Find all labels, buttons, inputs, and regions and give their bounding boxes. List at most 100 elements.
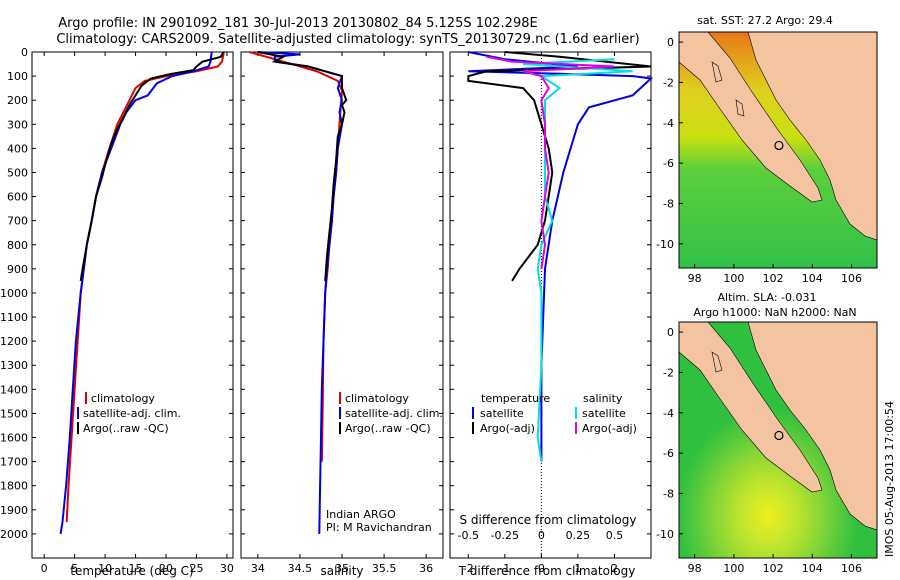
temperature-panel: 0100200300400500600700800900100011001200… <box>0 46 234 578</box>
x-tick-label: 34 <box>251 562 265 575</box>
temperature-axes-frame <box>31 51 234 559</box>
series-line-satellite-adj-clim- <box>59 51 213 535</box>
sla-map-panel: Altim. SLA: -0.031 Argo h1000: NaN h2000… <box>656 291 878 575</box>
y-tick-label: 1900 <box>0 504 28 517</box>
legend-label-argo: Argo(..raw -QC) <box>345 422 431 435</box>
legend-label-s-argo: Argo(-adj) <box>582 422 637 435</box>
title-line-1: Argo profile: IN 2901092_181 30-Jul-2013… <box>58 16 537 31</box>
x2-tick-label: -0.25 <box>491 529 519 542</box>
x-tick-label: 0 <box>41 562 48 575</box>
x-tick-label: 5 <box>71 562 78 575</box>
legend-label-satellite: satellite-adj. clim. <box>345 407 443 420</box>
map-x-tick-label: 102 <box>763 272 784 285</box>
y-tick-label: 2000 <box>0 528 28 541</box>
difference-axis-ticks: -2 -1 0 1 2 <box>450 51 651 575</box>
series-line-satellite-adj-clim- <box>257 51 344 534</box>
x2-tick-label: -0.5 <box>458 529 479 542</box>
temperature-series <box>59 51 225 535</box>
x2-tick-label: 0.5 <box>606 529 624 542</box>
y-tick-label: 0 <box>21 46 28 59</box>
map-x-tick-label: 104 <box>802 272 823 285</box>
map-y-tick-label: -4 <box>663 407 674 420</box>
difference-panel: -2 -1 0 1 2 T difference from climatology S … <box>449 51 654 578</box>
salinity-xlabel: salinity <box>320 564 363 578</box>
y-tick-label: 100 <box>7 70 28 83</box>
map-x-tick-label: 106 <box>841 272 862 285</box>
difference-legend: temperature salinity satellite Argo(-adj… <box>472 392 637 435</box>
map-x-tick-label: 102 <box>763 562 784 575</box>
y-tick-label: 1200 <box>0 335 28 348</box>
sla-map-frame <box>678 321 878 559</box>
y-tick-label: 700 <box>7 215 28 228</box>
annotation-pi: PI: M Ravichandran <box>326 521 432 534</box>
x-tick-label: 0 <box>538 562 545 575</box>
y-tick-label: 900 <box>7 263 28 276</box>
island <box>735 99 745 117</box>
island <box>711 61 723 83</box>
map-y-tick-label: 0 <box>667 36 674 49</box>
y-tick-label: 200 <box>7 94 28 107</box>
map-x-tick-label: 100 <box>723 272 744 285</box>
y-tick-label: 1100 <box>0 311 28 324</box>
borneo-java-land <box>747 32 877 241</box>
y-tick-label: 1500 <box>0 407 28 420</box>
map-x-tick-label: 106 <box>841 562 862 575</box>
map-y-tick-label: -4 <box>663 117 674 130</box>
legend-label-satellite: satellite-adj. clim. <box>83 407 181 420</box>
series-line-t-argo-adj- <box>467 51 652 282</box>
annotation-indian-argo: Indian ARGO <box>326 508 396 521</box>
salinity-axis-ticks: 34 34.5 35 35.5 36 <box>241 51 443 575</box>
map-y-tick-label: 0 <box>667 326 674 339</box>
legend-label-climatology: climatology <box>345 392 409 405</box>
x-tick-label: 20 <box>159 562 173 575</box>
x2-tick-label: 0 <box>538 529 545 542</box>
x-tick-label: 1 <box>574 562 581 575</box>
series-line-argo-raw-qc- <box>257 51 348 281</box>
temperature-legend: climatology satellite-adj. clim. Argo(..… <box>77 392 181 435</box>
map-y-tick-label: -10 <box>656 528 674 541</box>
borneo-java-land <box>747 322 877 531</box>
map-x-tick-label: 100 <box>723 562 744 575</box>
salinity-series <box>249 51 348 534</box>
y-tick-label: 800 <box>7 239 28 252</box>
y-tick-label: 400 <box>7 142 28 155</box>
x-tick-label: 15 <box>129 562 143 575</box>
legend-header-salinity: salinity <box>583 392 623 405</box>
temperature-axis-ticks: 0100200300400500600700800900100011001200… <box>0 46 234 575</box>
y-tick-label: 1300 <box>0 359 28 372</box>
t-difference-xlabel: T difference from climatology <box>458 564 636 578</box>
series-line-climatology <box>65 51 225 522</box>
y-tick-label: 1700 <box>0 456 28 469</box>
map-y-tick-label: -2 <box>663 76 674 89</box>
argo-location-marker <box>774 430 784 441</box>
legend-label-argo: Argo(..raw -QC) <box>83 422 169 435</box>
legend-label-s-satellite: satellite <box>582 407 626 420</box>
salinity-panel: 34 34.5 35 35.5 36 salinity climatology sate… <box>240 51 444 578</box>
sst-map-ticks: 98 100 102 104 106 0 -2 -4 -6 -8 -10 <box>656 36 862 285</box>
x2-tick-label: 0.25 <box>566 529 591 542</box>
map-y-tick-label: -2 <box>663 366 674 379</box>
map-y-tick-label: -8 <box>663 487 674 500</box>
sst-map-frame <box>678 31 878 269</box>
x-tick-label: 2 <box>611 562 618 575</box>
y-tick-label: 600 <box>7 191 28 204</box>
salinity-legend: climatology satellite-adj. clim. Argo(..… <box>339 392 443 435</box>
x-tick-label: 34.5 <box>288 562 313 575</box>
series-line-s-argo-adj- <box>486 55 615 270</box>
s-difference-xlabel: S difference from climatology <box>460 513 637 527</box>
legend-label-climatology: climatology <box>91 392 155 405</box>
y-tick-label: 1600 <box>0 432 28 445</box>
x-tick-label: -1 <box>499 562 510 575</box>
y-tick-label: 300 <box>7 118 28 131</box>
sla-map-subtitle: Argo h1000: NaN h2000: NaN <box>693 306 856 319</box>
series-line-argo-raw-qc- <box>79 51 225 282</box>
x-tick-label: 10 <box>98 562 112 575</box>
y-tick-label: 1000 <box>0 287 28 300</box>
x-tick-label: 30 <box>220 562 234 575</box>
map-y-tick-label: -6 <box>663 157 674 170</box>
legend-header-temperature: temperature <box>481 392 550 405</box>
difference-series <box>467 51 654 462</box>
map-y-tick-label: -6 <box>663 447 674 460</box>
sla-map-title: Altim. SLA: -0.031 <box>717 291 816 304</box>
